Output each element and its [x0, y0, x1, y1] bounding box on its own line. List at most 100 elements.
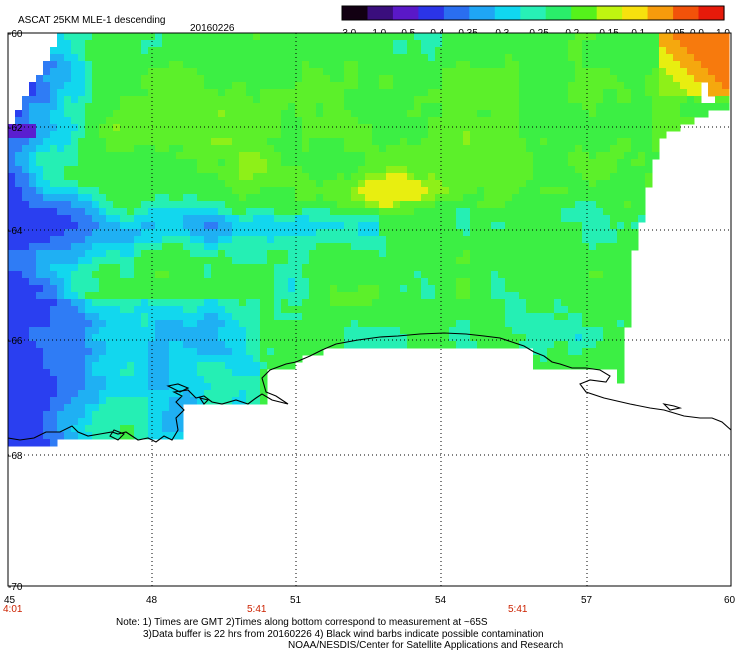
wind-cell [463, 173, 471, 181]
wind-cell [596, 138, 604, 146]
wind-cell [218, 257, 226, 265]
wind-cell [442, 243, 450, 251]
wind-cell [631, 61, 639, 69]
wind-cell [617, 369, 625, 377]
wind-cell [575, 229, 583, 237]
wind-cell [568, 54, 576, 62]
wind-cell [113, 33, 121, 41]
wind-cell [155, 411, 163, 419]
wind-cell [211, 362, 219, 370]
wind-cell [232, 222, 240, 230]
wind-cell [561, 299, 569, 307]
wind-cell [29, 222, 37, 230]
wind-cell [372, 327, 380, 335]
wind-cell [225, 96, 233, 104]
wind-cell [57, 33, 65, 41]
wind-cell [64, 82, 72, 90]
wind-cell [540, 292, 548, 300]
wind-cell [50, 355, 58, 363]
wind-cell [127, 208, 135, 216]
wind-cell [169, 222, 177, 230]
wind-cell [274, 75, 282, 83]
wind-cell [232, 124, 240, 132]
wind-cell [379, 117, 387, 125]
wind-cell [134, 138, 142, 146]
wind-cell [645, 110, 653, 118]
wind-cell [470, 54, 478, 62]
wind-cell [225, 124, 233, 132]
wind-cell [8, 404, 16, 412]
wind-cell [449, 229, 457, 237]
wind-cell [71, 432, 79, 440]
wind-cell [106, 257, 114, 265]
wind-cell [631, 236, 639, 244]
wind-cell [29, 89, 37, 97]
wind-cell [323, 285, 331, 293]
wind-cell [400, 320, 408, 328]
wind-cell [141, 159, 149, 167]
wind-cell [281, 362, 289, 370]
wind-cell [8, 257, 16, 265]
wind-cell [547, 187, 555, 195]
wind-cell [183, 250, 191, 258]
wind-cell [127, 362, 135, 370]
wind-cell [337, 159, 345, 167]
wind-cell [57, 327, 65, 335]
wind-cell [218, 33, 226, 41]
wind-cell [92, 47, 100, 55]
wind-cell [351, 166, 359, 174]
wind-cell [85, 243, 93, 251]
wind-cell [554, 89, 562, 97]
wind-cell [309, 75, 317, 83]
wind-cell [64, 40, 72, 48]
wind-cell [267, 110, 275, 118]
wind-cell [141, 222, 149, 230]
wind-cell [246, 222, 254, 230]
wind-cell [36, 180, 44, 188]
wind-cell [337, 271, 345, 279]
wind-cell [22, 145, 30, 153]
wind-cell [36, 404, 44, 412]
wind-cell [295, 47, 303, 55]
wind-cell [15, 187, 23, 195]
wind-cell [64, 215, 72, 223]
wind-cell [113, 61, 121, 69]
wind-cell [456, 341, 464, 349]
wind-cell [330, 103, 338, 111]
wind-cell [561, 166, 569, 174]
wind-cell [43, 327, 51, 335]
wind-cell [183, 173, 191, 181]
wind-cell [64, 313, 72, 321]
wind-cell [540, 82, 548, 90]
wind-cell [421, 180, 429, 188]
wind-cell [393, 243, 401, 251]
wind-cell [211, 194, 219, 202]
wind-cell [575, 103, 583, 111]
wind-cell [295, 327, 303, 335]
wind-cell [673, 54, 681, 62]
wind-cell [456, 89, 464, 97]
wind-cell [43, 110, 51, 118]
wind-cell [316, 166, 324, 174]
wind-cell [120, 299, 128, 307]
wind-cell [442, 264, 450, 272]
wind-cell [435, 33, 443, 41]
wind-cell [197, 54, 205, 62]
wind-cell [428, 138, 436, 146]
wind-cell [64, 138, 72, 146]
wind-cell [204, 341, 212, 349]
wind-cell [239, 138, 247, 146]
wind-cell [624, 173, 632, 181]
wind-cell [659, 47, 667, 55]
wind-cell [169, 320, 177, 328]
wind-cell [316, 194, 324, 202]
wind-cell [561, 229, 569, 237]
wind-cell [204, 145, 212, 153]
wind-cell [694, 68, 702, 76]
wind-cell [162, 285, 170, 293]
wind-cell [260, 47, 268, 55]
wind-cell [253, 278, 261, 286]
wind-cell [435, 194, 443, 202]
wind-cell [631, 82, 639, 90]
wind-cell [260, 75, 268, 83]
